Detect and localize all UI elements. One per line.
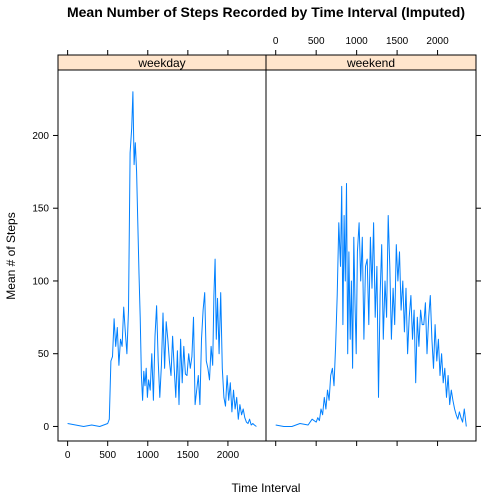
strip-label-weekend: weekend — [346, 56, 395, 70]
x-tick-label-top: 2000 — [426, 36, 449, 47]
panel-frame-weekday — [57, 69, 267, 442]
series-line-weekday — [67, 91, 257, 427]
chart-title: Mean Number of Steps Recorded by Time In… — [67, 4, 465, 20]
strip-label-weekday: weekday — [137, 56, 185, 70]
y-tick-label: 50 — [38, 349, 50, 360]
y-tick-label: 150 — [32, 204, 49, 215]
x-tick-label-top: 500 — [308, 36, 325, 47]
x-tick-label-bottom: 500 — [99, 450, 116, 461]
y-tick-label: 0 — [43, 422, 49, 433]
y-axis-title: Mean # of Steps — [4, 212, 18, 299]
x-tick-label-bottom: 1000 — [137, 450, 160, 461]
x-tick-label-bottom: 0 — [65, 450, 71, 461]
x-axis-title: Time Interval — [232, 481, 301, 495]
y-tick-label: 100 — [32, 276, 49, 287]
x-tick-label-bottom: 1500 — [177, 450, 200, 461]
x-tick-label-top: 1500 — [386, 36, 409, 47]
panel-frame-weekend — [265, 69, 477, 442]
panel-weekday: weekday — [57, 54, 267, 442]
x-tick-label-top: 0 — [273, 36, 279, 47]
axis-ticks: 0501001502000050050010001000150015002000… — [32, 36, 481, 461]
x-tick-label-top: 1000 — [346, 36, 369, 47]
panel-weekend: weekend — [265, 54, 477, 442]
series-line-weekend — [275, 183, 467, 427]
y-tick-label: 200 — [32, 131, 49, 142]
x-tick-label-bottom: 2000 — [217, 450, 240, 461]
